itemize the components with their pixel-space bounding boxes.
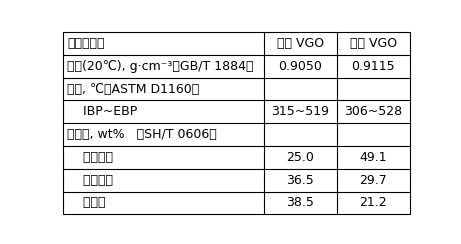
Text: 38.5: 38.5: [286, 196, 314, 209]
Text: 总芳烃: 总芳烃: [76, 196, 106, 209]
Text: 原料油名称: 原料油名称: [67, 37, 105, 50]
Text: 315~519: 315~519: [272, 105, 329, 118]
Text: 49.1: 49.1: [359, 151, 387, 164]
Text: 大庆 VGO: 大庆 VGO: [349, 37, 397, 50]
Text: 29.7: 29.7: [359, 174, 387, 187]
Text: 总链烷烃: 总链烷烃: [76, 151, 113, 164]
Text: 21.2: 21.2: [359, 196, 387, 209]
Text: 0.9115: 0.9115: [351, 60, 395, 73]
Text: 总环烷烃: 总环烷烃: [76, 174, 113, 187]
Text: 伊朗 VGO: 伊朗 VGO: [277, 37, 324, 50]
Text: 密度(20℃), g·cm⁻³（GB/T 1884）: 密度(20℃), g·cm⁻³（GB/T 1884）: [67, 60, 254, 73]
Text: 36.5: 36.5: [286, 174, 314, 187]
Text: 馏程, ℃（ASTM D1160）: 馏程, ℃（ASTM D1160）: [67, 82, 200, 96]
Text: IBP~EBP: IBP~EBP: [76, 105, 138, 118]
Text: 25.0: 25.0: [286, 151, 314, 164]
Text: 族组成, wt%   （SH/T 0606）: 族组成, wt% （SH/T 0606）: [67, 128, 217, 141]
Text: 306~528: 306~528: [344, 105, 402, 118]
Text: 0.9050: 0.9050: [278, 60, 322, 73]
